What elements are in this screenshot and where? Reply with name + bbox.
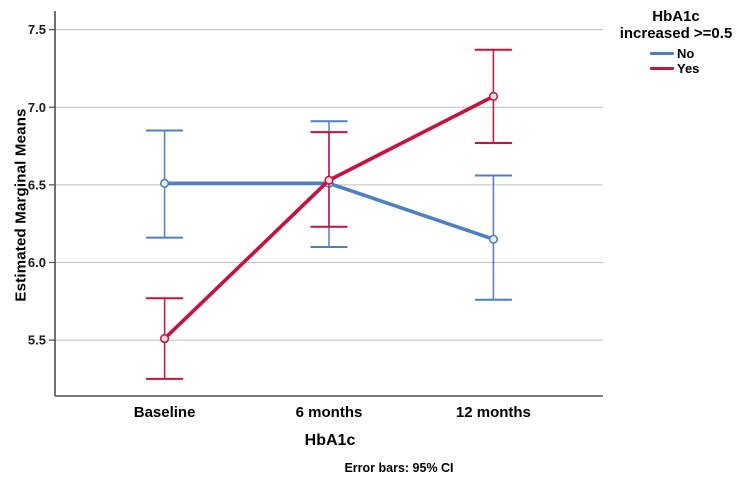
legend-swatch-no-icon bbox=[650, 52, 674, 55]
legend-items: No Yes bbox=[606, 46, 746, 76]
y-tick-label: 6.5 bbox=[28, 177, 46, 192]
data-point-marker-yes bbox=[324, 175, 334, 185]
data-point-marker-yes bbox=[160, 333, 170, 344]
legend-title-line1: HbA1c bbox=[652, 8, 700, 25]
data-point-marker-no bbox=[160, 178, 170, 188]
legend-swatch-yes-icon bbox=[650, 67, 674, 70]
x-tick-label-6-months: 6 months bbox=[295, 404, 363, 421]
y-tick-label: 7.0 bbox=[28, 100, 46, 115]
legend-item-yes: Yes bbox=[650, 61, 699, 76]
legend-title-line2: increased >=0.5 bbox=[619, 25, 733, 42]
legend-item-no: No bbox=[650, 46, 694, 61]
y-tick-label: 6.0 bbox=[28, 255, 46, 270]
x-tick-label-12-months: 12 months bbox=[455, 404, 531, 421]
y-tick-label: 5.5 bbox=[28, 333, 46, 348]
error-bar-caption: Error bars: 95% CI bbox=[344, 461, 454, 475]
y-tick-label: 7.5 bbox=[28, 22, 46, 37]
legend-label-no: No bbox=[677, 46, 695, 61]
legend: HbA1c increased >=0.5 No Yes bbox=[606, 8, 746, 76]
legend-title: HbA1c increased >=0.5 bbox=[606, 8, 746, 42]
y-axis-title: Estimated Marginal Means bbox=[12, 108, 30, 302]
legend-label-yes: Yes bbox=[677, 61, 700, 76]
data-point-marker-no bbox=[488, 234, 499, 244]
x-axis-title: HbA1c bbox=[304, 432, 356, 449]
x-tick-label-baseline: Baseline bbox=[133, 404, 196, 421]
data-point-marker-yes bbox=[488, 91, 499, 101]
